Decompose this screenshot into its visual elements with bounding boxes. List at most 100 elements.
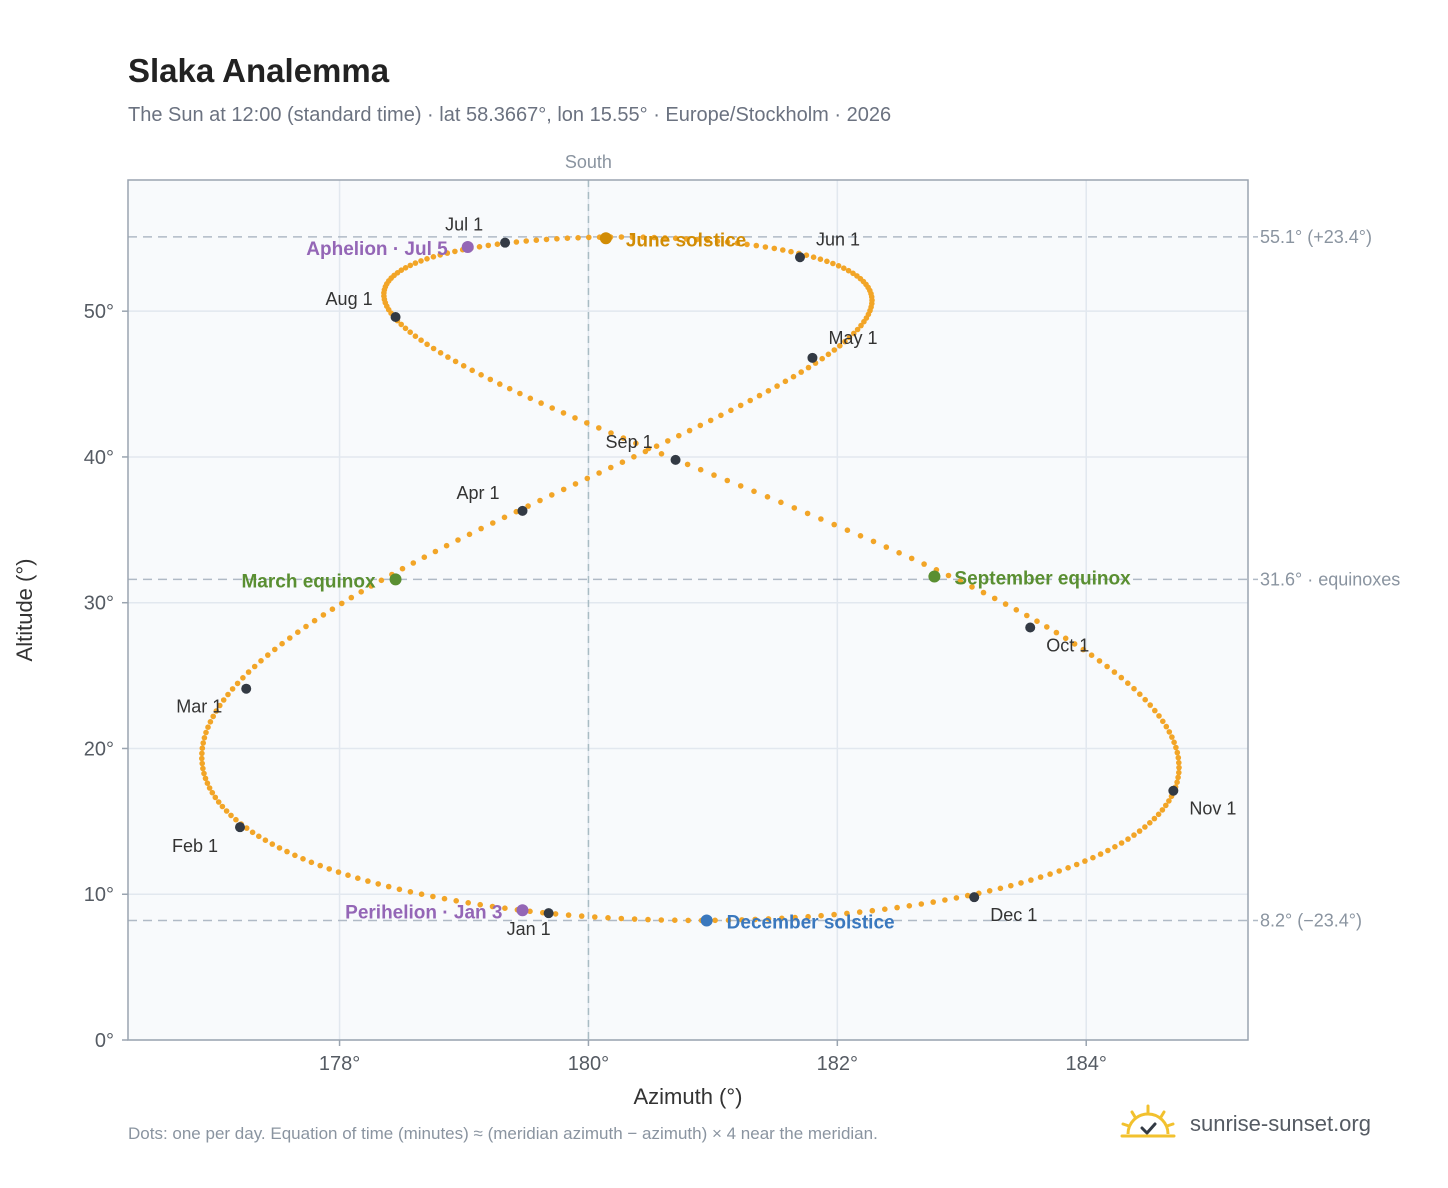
daily-sun-dot	[201, 735, 208, 741]
daily-sun-dot	[1088, 652, 1095, 658]
daily-sun-dot	[986, 888, 993, 894]
daily-sun-dot	[662, 235, 668, 241]
daily-sun-dot	[578, 913, 585, 919]
daily-sun-dot	[870, 538, 877, 545]
daily-sun-dot	[385, 883, 392, 890]
daily-sun-dot	[724, 477, 731, 484]
daily-sun-dot	[245, 669, 252, 675]
daily-sun-dot	[311, 617, 318, 624]
month-marker	[543, 908, 554, 919]
daily-sun-dot	[969, 584, 975, 590]
daily-sun-dot	[501, 514, 508, 521]
daily-sun-dot	[605, 915, 611, 921]
daily-sun-dot	[835, 263, 842, 269]
event-label: March equinox	[241, 571, 376, 592]
daily-sun-dot	[791, 505, 798, 511]
daily-sun-dot	[991, 595, 998, 602]
daily-sun-dot	[460, 363, 467, 369]
daily-sun-dot	[1013, 607, 1020, 613]
daily-sun-dot	[997, 885, 1004, 892]
daily-sun-dot	[804, 510, 811, 517]
daily-sun-dot	[957, 578, 964, 584]
daily-sun-dot	[830, 260, 836, 267]
daily-sun-dot	[575, 235, 581, 241]
daily-sun-dot	[780, 247, 786, 253]
daily-sun-dot	[845, 267, 852, 274]
daily-sun-dot	[1112, 844, 1118, 850]
daily-sun-dot	[199, 760, 205, 767]
month-marker	[235, 822, 245, 833]
daily-sun-dot	[697, 422, 704, 429]
daily-sun-dot	[223, 808, 230, 814]
daily-sun-dot	[399, 565, 406, 572]
daily-sun-dot	[844, 910, 850, 917]
y-tick-label: 0°	[95, 1030, 114, 1052]
daily-sun-dot	[1034, 618, 1040, 624]
event-label: Perihelion · Jan 3	[345, 902, 502, 923]
daily-sun-dot	[1002, 601, 1009, 607]
plot-frame	[127, 179, 1249, 1041]
daily-sun-dot	[798, 369, 804, 375]
event-marker	[461, 241, 474, 254]
daily-sun-dot	[694, 236, 700, 243]
daily-sun-dot	[513, 239, 520, 245]
y-tick-label: 50°	[84, 301, 114, 323]
month-marker	[807, 352, 818, 363]
daily-sun-dot	[295, 629, 301, 635]
daily-sun-dot	[734, 240, 741, 246]
event-marker	[700, 914, 713, 927]
daily-sun-dot	[683, 236, 690, 242]
daily-sun-dot	[1037, 874, 1044, 880]
daily-sun-dot	[1152, 707, 1158, 714]
y-tick-label: 20°	[84, 738, 114, 760]
daily-sun-dot	[831, 911, 837, 918]
daily-sun-dot	[771, 245, 778, 252]
month-label: Jun 1	[816, 229, 860, 249]
daily-sun-dot	[538, 400, 544, 406]
daily-sun-dot	[1159, 807, 1166, 813]
daily-sun-dot	[477, 901, 484, 908]
x-axis-title: Azimuth (°)	[633, 1084, 742, 1109]
daily-sun-dot	[846, 334, 853, 341]
daily-sun-dot	[443, 542, 450, 549]
x-tick-label: 178°	[319, 1053, 360, 1075]
daily-sun-dot	[455, 537, 461, 543]
daily-sun-dot	[255, 833, 262, 840]
daily-sun-dot	[564, 235, 571, 241]
month-label: Apr 1	[456, 483, 499, 503]
daily-sun-dot	[810, 254, 817, 260]
daily-sun-dot	[818, 912, 824, 919]
daily-sun-dot	[1104, 663, 1110, 670]
daily-sun-dot	[276, 845, 283, 851]
event-label: Aphelion · Jul 5	[306, 239, 448, 260]
plot-area	[128, 180, 1248, 1040]
daily-sun-dot	[204, 780, 211, 786]
daily-sun-dot	[1018, 880, 1024, 886]
daily-sun-dot	[584, 420, 590, 426]
daily-sun-dot	[1175, 754, 1182, 761]
daily-sun-dot	[572, 481, 579, 487]
daily-sun-dot	[1053, 629, 1060, 636]
daily-sun-dot	[402, 265, 409, 271]
daily-sun-dot	[818, 516, 824, 522]
daily-sun-dot	[744, 241, 750, 248]
daily-sun-dot	[317, 862, 324, 869]
x-tick-label: 182°	[817, 1053, 858, 1075]
month-marker	[1168, 785, 1179, 796]
daily-sun-dot	[489, 903, 496, 910]
daily-sun-dot	[432, 548, 439, 555]
daily-sun-dot	[421, 554, 428, 560]
daily-sun-dot	[1156, 713, 1162, 719]
daily-sun-dot	[686, 427, 693, 434]
daily-sun-dot	[355, 875, 361, 881]
daily-sun-dot	[792, 914, 798, 921]
daily-sun-dot	[572, 415, 578, 421]
daily-sun-dot	[633, 440, 639, 447]
daily-sun-dot	[375, 881, 382, 887]
reference-lines: South 55.1° (+23.4°) 31.6° · equinoxes 8.2°…	[128, 152, 1400, 1040]
x-tick-label: 180°	[568, 1053, 609, 1075]
daily-sun-dot	[549, 405, 555, 411]
month-label: Nov 1	[1189, 799, 1236, 819]
brand-logo[interactable]: sunrise-sunset.org	[1120, 1100, 1371, 1148]
daily-sun-dot	[724, 239, 731, 245]
